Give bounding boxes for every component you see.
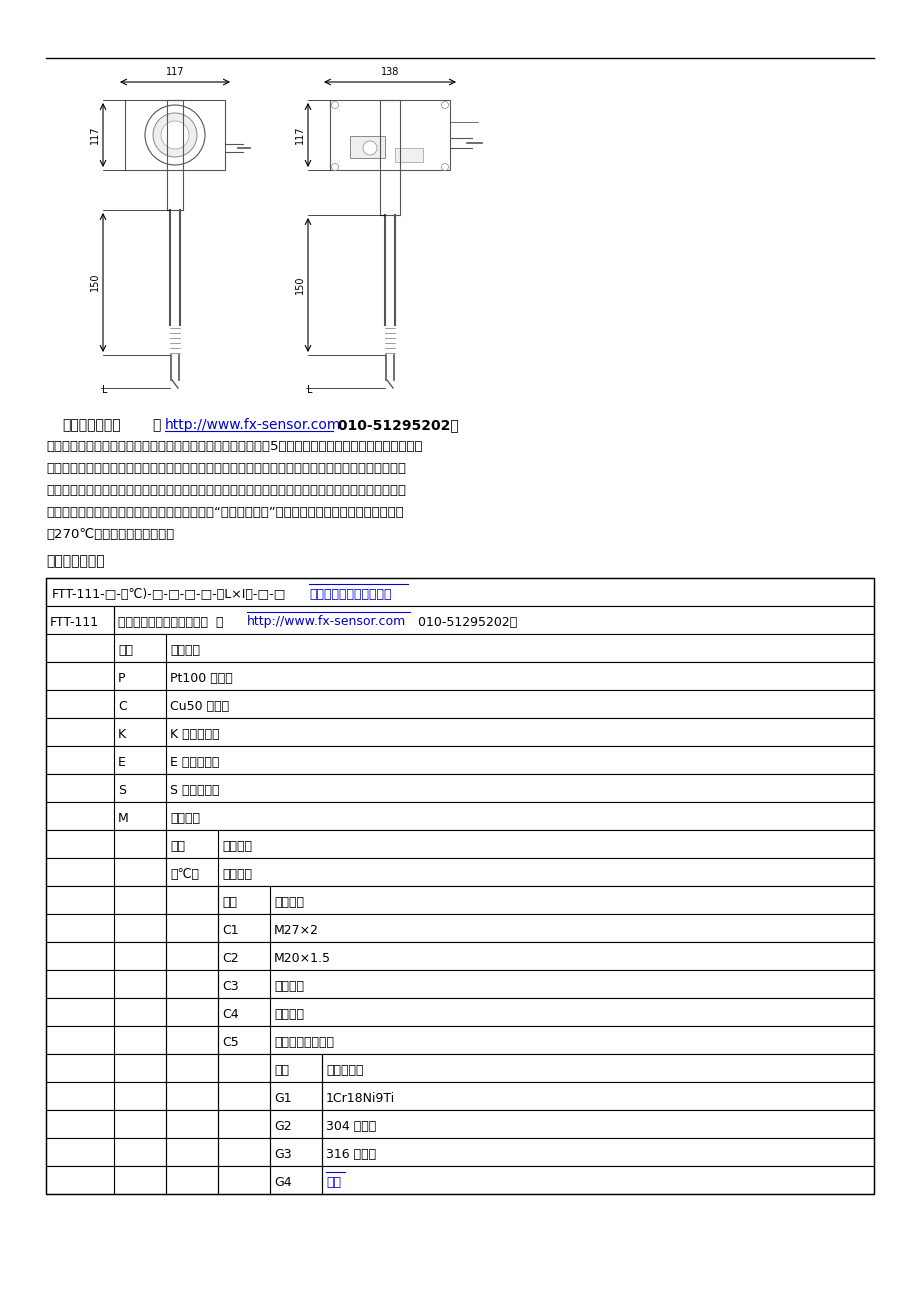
Text: 138: 138 <box>380 66 399 77</box>
Text: 010-51295202）: 010-51295202） <box>410 616 516 629</box>
Text: Cu50 热电阻: Cu50 热电阻 <box>170 699 229 712</box>
Circle shape <box>363 141 377 155</box>
Text: 温度变送器的供电电源不得有尖峰，变送器的校准应在加电5分钟后进行，并且要注意当时环境温度。: 温度变送器的供电电源不得有尖峰，变送器的校准应在加电5分钟后进行，并且要注意当时… <box>46 440 422 453</box>
Bar <box>46 1055 873 1082</box>
Bar <box>46 914 873 943</box>
Text: 安装方式: 安装方式 <box>274 896 303 909</box>
Text: （℃）: （℃） <box>170 867 199 880</box>
Text: 可动法兰: 可动法兰 <box>274 979 303 992</box>
Bar <box>46 1138 873 1167</box>
Text: S 分度热电偶: S 分度热电偶 <box>170 784 220 797</box>
Text: 代码: 代码 <box>170 840 185 853</box>
Bar <box>46 999 873 1026</box>
Text: L: L <box>102 385 108 395</box>
Text: http://www.fx-sensor.com: http://www.fx-sensor.com <box>165 418 341 432</box>
Text: （: （ <box>152 418 160 432</box>
Text: 117: 117 <box>295 126 305 145</box>
Text: M27×2: M27×2 <box>274 923 319 936</box>
Circle shape <box>331 164 338 171</box>
Text: 117: 117 <box>165 66 184 77</box>
Text: 测量范围: 测量范围 <box>221 840 252 853</box>
Text: 316 不锈钢: 316 不锈钢 <box>325 1147 376 1160</box>
Text: G4: G4 <box>274 1176 291 1189</box>
Text: 将内部线路拧断。如要调整显示方向，先将两侧“表头固定螺钉”旋松，轻轻转动到合适位置（不要超: 将内部线路拧断。如要调整显示方向，先将两侧“表头固定螺钉”旋松，轻轻转动到合适位… <box>46 506 403 519</box>
Text: Pt100 热电阻: Pt100 热电阻 <box>170 672 233 685</box>
Bar <box>46 885 873 914</box>
Bar <box>46 943 873 970</box>
Text: 螺母应旋紧以保证气密性。在安装时一定要用扳手或其它工具拧紧螺母，切勿用手直接拧动表头，以防: 螺母应旋紧以保证气密性。在安装时一定要用扳手或其它工具拧紧螺母，切勿用手直接拧动… <box>46 484 405 497</box>
Circle shape <box>153 113 197 158</box>
Text: 输入类型: 输入类型 <box>170 643 199 656</box>
Bar <box>46 634 873 661</box>
Bar <box>46 1167 873 1194</box>
Bar <box>330 100 449 171</box>
Text: K: K <box>118 728 126 741</box>
Bar <box>46 578 873 605</box>
Bar <box>46 717 873 746</box>
Bar <box>46 1082 873 1111</box>
Text: 使用注意事项：: 使用注意事项： <box>62 418 120 432</box>
Text: L: L <box>307 385 312 395</box>
Text: E 分度热电偶: E 分度热电偶 <box>170 755 219 768</box>
Text: 保护管材质: 保护管材质 <box>325 1064 363 1077</box>
Bar <box>46 802 873 829</box>
Text: M20×1.5: M20×1.5 <box>274 952 331 965</box>
Text: C2: C2 <box>221 952 238 965</box>
Bar <box>394 148 423 161</box>
Text: G3: G3 <box>274 1147 291 1160</box>
Text: http://www.fx-sensor.com: http://www.fx-sensor.com <box>246 616 406 629</box>
Bar <box>46 1026 873 1055</box>
Bar <box>349 135 384 158</box>
Text: 陶瓷: 陶瓷 <box>325 1176 341 1189</box>
Text: 304 不锈钢: 304 不锈钢 <box>325 1120 376 1133</box>
Text: 用户指明: 用户指明 <box>221 867 252 880</box>
Text: 过270℃）然后再将螺钉上紧。: 过270℃）然后再将螺钉上紧。 <box>46 529 174 542</box>
Text: 150: 150 <box>295 276 305 294</box>
Text: 显示变送一体化温度变送器  （: 显示变送一体化温度变送器 （ <box>118 616 223 629</box>
Text: FTT-111-□-（℃)-□-□-□-□-（L×I）-□-□: FTT-111-□-（℃)-□-□-□-□-（L×I）-□-□ <box>52 587 286 600</box>
Text: E: E <box>118 755 126 768</box>
Text: 产品选型：: 产品选型： <box>46 553 105 568</box>
Text: 代码: 代码 <box>221 896 237 909</box>
Text: 其它（用户指定）: 其它（用户指定） <box>274 1035 334 1048</box>
Circle shape <box>145 105 205 165</box>
Text: FTT-111: FTT-111 <box>50 616 99 629</box>
Bar <box>46 605 873 634</box>
Text: 150: 150 <box>90 272 100 292</box>
Text: C: C <box>118 699 127 712</box>
Text: C4: C4 <box>221 1008 238 1021</box>
Text: 代码: 代码 <box>274 1064 289 1077</box>
Text: 1Cr18Ni9Ti: 1Cr18Ni9Ti <box>325 1091 395 1104</box>
Text: S: S <box>118 784 126 797</box>
Text: K 分度热电偶: K 分度热电偶 <box>170 728 220 741</box>
Bar <box>46 690 873 717</box>
Bar <box>46 970 873 999</box>
Bar <box>46 578 873 1194</box>
Text: 代码: 代码 <box>118 643 133 656</box>
Text: 010-51295202）: 010-51295202） <box>333 418 459 432</box>
Bar <box>46 829 873 858</box>
Text: C5: C5 <box>221 1035 239 1048</box>
Circle shape <box>441 102 448 108</box>
Text: 117: 117 <box>90 126 100 145</box>
Circle shape <box>161 121 188 148</box>
Text: 数显型变送器请勿随意开盖，以免受潮。外壳应牢固接地，电源及信号输出应采用屏蔽电缆传输，压线: 数显型变送器请勿随意开盖，以免受潮。外壳应牢固接地，电源及信号输出应采用屏蔽电缆… <box>46 462 405 475</box>
Text: P: P <box>118 672 125 685</box>
Text: C3: C3 <box>221 979 238 992</box>
Bar <box>46 858 873 885</box>
Text: M: M <box>118 811 129 824</box>
Bar <box>46 773 873 802</box>
Text: C1: C1 <box>221 923 238 936</box>
Text: 一体化带显示温度变送器: 一体化带显示温度变送器 <box>309 587 391 600</box>
Text: G1: G1 <box>274 1091 291 1104</box>
Circle shape <box>331 102 338 108</box>
Bar <box>46 661 873 690</box>
Bar <box>46 1111 873 1138</box>
Text: G2: G2 <box>274 1120 291 1133</box>
Bar <box>125 100 225 171</box>
Text: 固定法兰: 固定法兰 <box>274 1008 303 1021</box>
Circle shape <box>441 164 448 171</box>
Text: 用户指定: 用户指定 <box>170 811 199 824</box>
Bar <box>46 746 873 773</box>
